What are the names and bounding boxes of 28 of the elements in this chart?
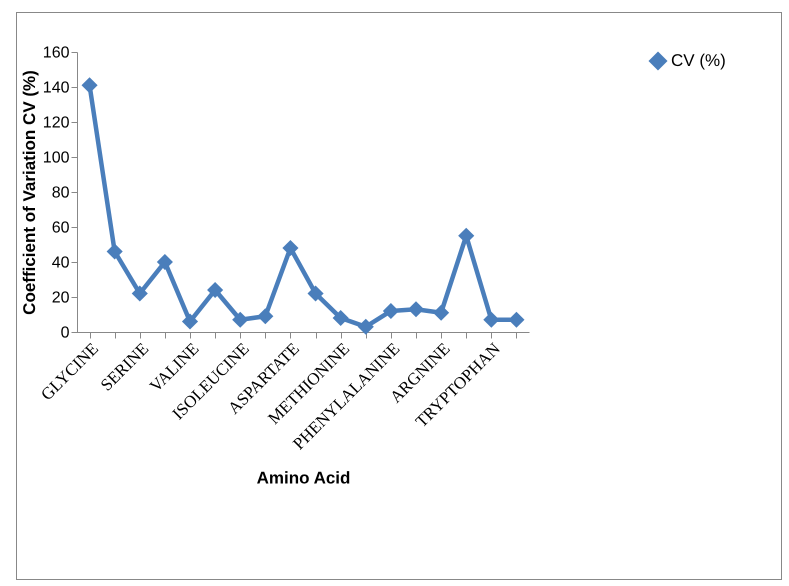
y-tick-label: 0 xyxy=(60,324,70,342)
y-tick-label: 160 xyxy=(42,44,70,62)
y-tick-label: 40 xyxy=(52,254,70,272)
point xyxy=(81,77,98,94)
y-tick-label: 100 xyxy=(42,150,70,166)
legend-label: CV (%) xyxy=(671,51,726,70)
point xyxy=(182,313,198,330)
point xyxy=(307,285,324,302)
point xyxy=(257,308,274,324)
point xyxy=(282,240,299,256)
point xyxy=(156,254,173,270)
point xyxy=(232,312,248,328)
point xyxy=(408,301,424,318)
point xyxy=(433,304,450,321)
point xyxy=(382,302,399,320)
point xyxy=(106,243,123,260)
point xyxy=(358,318,374,335)
y-tick-label: 80 xyxy=(52,184,70,202)
point xyxy=(332,310,349,326)
y-tick-label: 60 xyxy=(52,220,70,236)
y-tick-label: 20 xyxy=(52,290,70,306)
y-tick-label: 120 xyxy=(42,114,70,132)
point xyxy=(458,228,474,244)
x-axis-title: Amino Acid xyxy=(256,468,350,488)
point xyxy=(132,285,148,302)
y-tick-label: 140 xyxy=(42,80,70,96)
point xyxy=(207,282,224,298)
y-axis-title: Coefficient of Variation CV (%) xyxy=(20,70,39,315)
